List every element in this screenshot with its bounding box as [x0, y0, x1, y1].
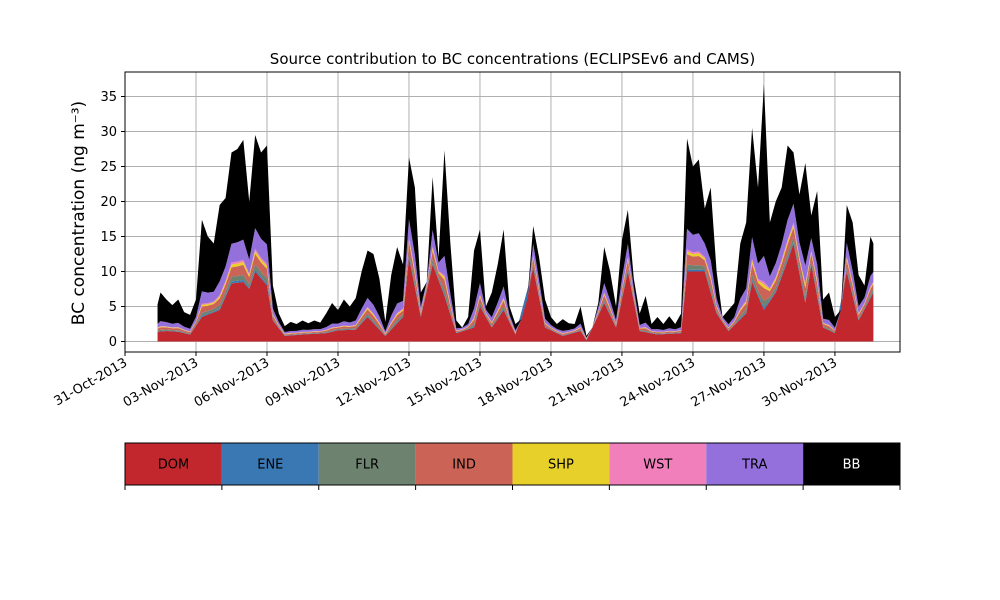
y-axis-label: BC concentration (ng m⁻³) [69, 101, 89, 325]
y-tick-label: 10 [100, 265, 117, 280]
legend-swatch-tra [706, 443, 804, 485]
y-tick-label: 30 [100, 125, 117, 140]
x-tick-label: 09-Nov-2013 [263, 355, 343, 410]
legend-swatch-flr [318, 443, 416, 485]
y-tick-label: 25 [100, 160, 117, 175]
x-tick-label: 15-Nov-2013 [405, 355, 485, 410]
y-tick-label: 0 [109, 335, 117, 350]
chart-title: Source contribution to BC concentrations… [270, 50, 755, 68]
legend-swatch-wst [609, 443, 707, 485]
x-tick-label: 21-Nov-2013 [547, 355, 627, 410]
legend-label-bb: BB [843, 458, 861, 473]
x-tick-label: 18-Nov-2013 [476, 355, 556, 410]
legend-label-ind: IND [452, 458, 476, 473]
legend-swatch-ene [221, 443, 319, 485]
legend-label-tra: TRA [741, 458, 767, 473]
x-tick-label: 30-Nov-2013 [760, 355, 840, 410]
x-tick-label: 27-Nov-2013 [689, 355, 769, 410]
legend-label-flr: FLR [355, 458, 379, 473]
legend-label-ene: ENE [257, 458, 283, 473]
x-tick-label: 03-Nov-2013 [121, 355, 201, 410]
area-tra [157, 203, 874, 339]
legend-label-wst: WST [643, 458, 672, 473]
legend-swatch-shp [512, 443, 610, 485]
legend-colorbar: DOM ENE FLR IND SHP WST TRA BB [124, 442, 901, 490]
plot-frame [124, 71, 901, 353]
legend-swatch-ind [415, 443, 513, 485]
x-tick-label: 06-Nov-2013 [192, 355, 272, 410]
area-dom [157, 243, 874, 342]
x-tick-label: 24-Nov-2013 [618, 355, 698, 410]
stacked-areas [157, 83, 874, 342]
x-tick-label: 12-Nov-2013 [334, 355, 414, 410]
y-tick-label: 20 [100, 195, 117, 210]
y-tick-label: 5 [109, 300, 117, 315]
legend-label-shp: SHP [548, 458, 574, 473]
legend-swatch-dom [125, 443, 222, 485]
legend-swatch-bb [803, 443, 900, 485]
y-tick-label: 35 [100, 90, 117, 105]
legend-label-dom: DOM [158, 458, 189, 473]
y-tick-label: 15 [100, 230, 117, 245]
x-tick-label: 31-Oct-2013 [52, 355, 130, 409]
